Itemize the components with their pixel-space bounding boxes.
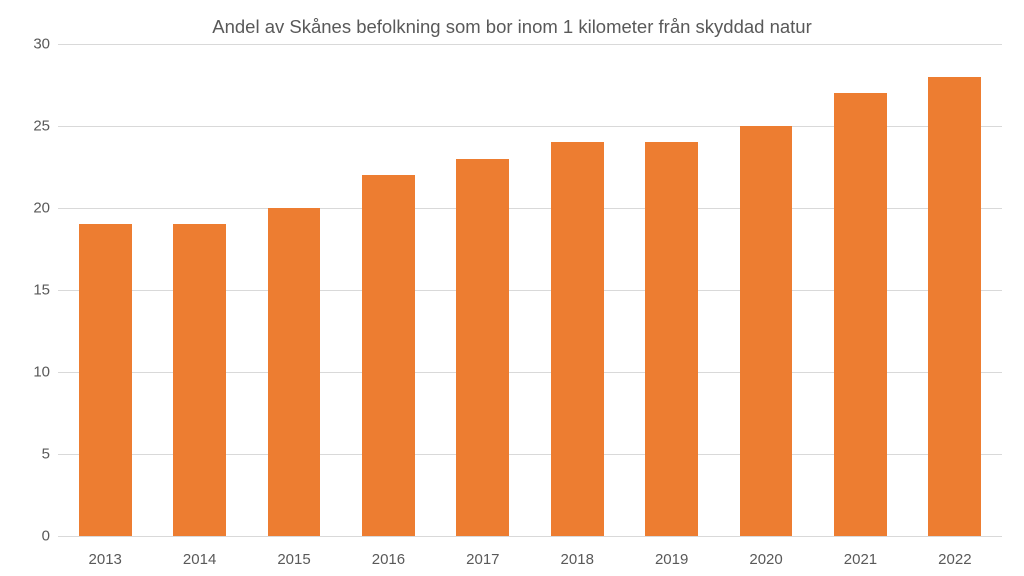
bar-slot [624,44,718,536]
y-tick-label: 15 [2,282,50,299]
y-tick-label: 30 [2,36,50,53]
y-tick-label: 10 [2,364,50,381]
bar [928,77,981,536]
bar-slot [908,44,1002,536]
chart-container: Andel av Skånes befolkning som bor inom … [0,0,1024,576]
x-tick-label: 2013 [58,551,152,568]
x-tick-label: 2022 [908,551,1002,568]
plot-area [58,44,1002,536]
y-tick-label: 20 [2,200,50,217]
bar-slot [813,44,907,536]
bar [740,126,793,536]
y-axis: 051015202530 [0,44,50,536]
x-tick-label: 2017 [436,551,530,568]
bar [834,93,887,536]
bar [173,224,226,536]
bar [79,224,132,536]
bar-slot [719,44,813,536]
y-tick-label: 5 [2,446,50,463]
x-tick-label: 2021 [813,551,907,568]
bars-group [58,44,1002,536]
bar-slot [530,44,624,536]
bar [551,142,604,536]
bar-slot [247,44,341,536]
y-tick-label: 25 [2,118,50,135]
x-tick-label: 2014 [152,551,246,568]
bar [645,142,698,536]
bar-slot [58,44,152,536]
y-tick-label: 0 [2,528,50,545]
x-axis: 2013201420152016201720182019202020212022 [58,551,1002,568]
bar-slot [436,44,530,536]
x-tick-label: 2019 [624,551,718,568]
bar [456,159,509,536]
bar [362,175,415,536]
gridline [58,536,1002,537]
x-tick-label: 2018 [530,551,624,568]
bar-slot [152,44,246,536]
chart-title: Andel av Skånes befolkning som bor inom … [20,16,1004,38]
bar-slot [341,44,435,536]
x-tick-label: 2015 [247,551,341,568]
x-tick-label: 2016 [341,551,435,568]
bar [268,208,321,536]
x-tick-label: 2020 [719,551,813,568]
